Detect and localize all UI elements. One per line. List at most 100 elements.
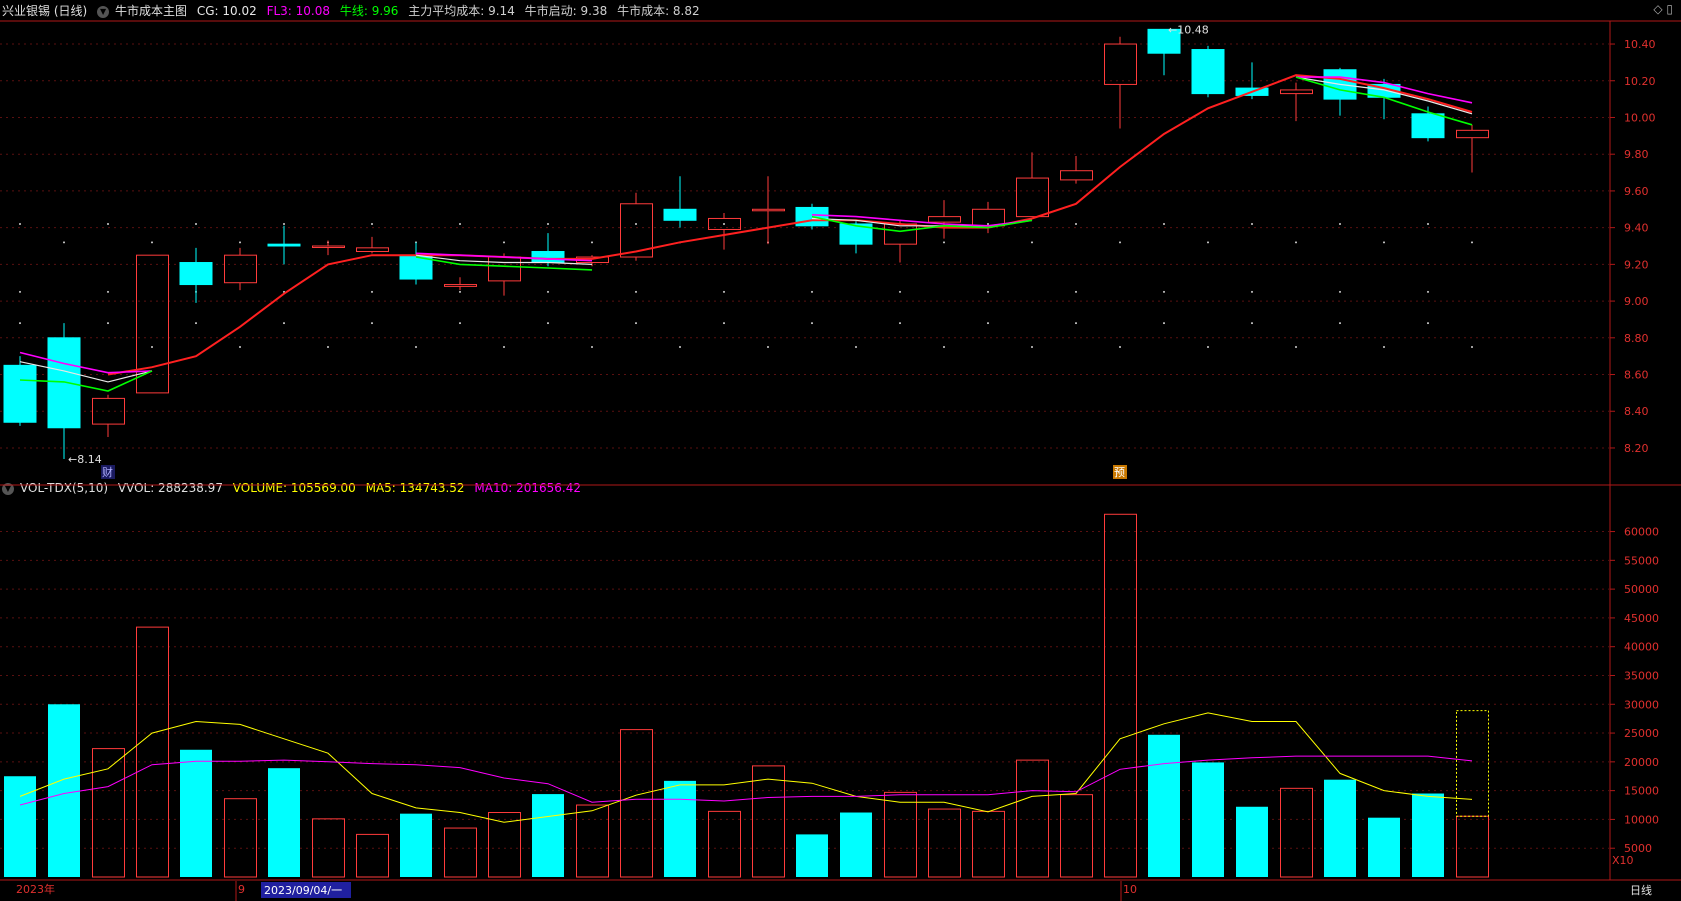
candle-body-up [312, 245, 345, 248]
price-tick-label: 9.60 [1624, 185, 1649, 198]
price-tick-label: 9.80 [1624, 148, 1649, 161]
level-dot [635, 222, 637, 225]
level-dot [547, 290, 549, 293]
level-dot [547, 222, 549, 225]
volume-bar-down [796, 834, 828, 877]
volume-ma5-line [19, 712, 1473, 823]
level-dot [811, 290, 813, 293]
volume-tick-label: 20000 [1624, 756, 1659, 769]
volume-bar-up [136, 626, 169, 878]
candle-body-up [708, 217, 741, 230]
zhuli-cost-value: 主力平均成本: 9.14 [408, 4, 515, 18]
volume-bar-up [576, 804, 609, 878]
candle-body-down [3, 364, 37, 423]
cg-line [19, 76, 1473, 383]
stock-title[interactable]: 兴业银锡 (日线) [2, 4, 88, 18]
price-tick-label: 8.60 [1624, 369, 1649, 382]
price-tick-label: 10.20 [1624, 75, 1656, 88]
volume-bar-down [1368, 817, 1400, 877]
volume-bar-down [1148, 734, 1180, 877]
level-dot [283, 222, 285, 225]
candle-body-up [620, 203, 653, 258]
candle-body-up [928, 216, 961, 223]
candle-body-up [356, 247, 389, 253]
volume-bar-up [1104, 513, 1137, 878]
price-tick-label: 9.20 [1624, 258, 1649, 271]
event-marker-box [101, 465, 115, 479]
price-tick-label: 8.40 [1624, 405, 1649, 418]
bull-start-value: 牛市启动: 9.38 [524, 4, 608, 18]
level-dot [63, 241, 65, 244]
level-dot [1207, 241, 1209, 244]
bull-cost-line [107, 74, 1473, 376]
candle-body-up [136, 254, 169, 394]
level-dot [1383, 241, 1385, 244]
level-dot [1427, 222, 1429, 225]
volume-bar-up [1016, 759, 1049, 878]
candle-body-down [267, 243, 301, 247]
volume-bar-down [1412, 793, 1444, 877]
price-chart-header: 兴业银锡 (日线) ▼ 牛市成本主图 CG: 10.02 FL3: 10.08 牛… [2, 1, 706, 21]
volume-projection-bar [1456, 710, 1489, 817]
candle-body-down [1147, 28, 1181, 54]
volume-bar-up [1456, 815, 1489, 878]
level-dot [151, 241, 153, 244]
volume-bar-up [752, 765, 785, 878]
candle-body-up [1456, 129, 1489, 139]
indicator-dropdown-icon[interactable]: ▼ [97, 5, 110, 18]
volume-bar-down [1324, 779, 1356, 877]
level-dot [1075, 290, 1077, 293]
cursor-date-label: 2023/09/04/一 [264, 884, 342, 897]
level-dot [239, 241, 241, 244]
volume-bar-up [356, 833, 389, 878]
volume-bar-down [1192, 762, 1224, 877]
level-dot [459, 322, 461, 325]
level-dot [1031, 241, 1033, 244]
level-dot [1471, 241, 1473, 244]
volume-bar-down [4, 776, 36, 877]
scale-label: X10 [1612, 854, 1634, 867]
volume-bar-down [180, 749, 212, 877]
candle-body-down [47, 337, 81, 429]
period-label: 日线 [1630, 883, 1652, 897]
volume-bar-up [224, 798, 257, 878]
level-dot [1295, 345, 1297, 348]
volume-tick-label: 40000 [1624, 641, 1659, 654]
level-dot [107, 290, 109, 293]
level-dot [1427, 290, 1429, 293]
niuxian-line [19, 76, 1473, 392]
volume-bar-up [312, 818, 345, 878]
level-dot [415, 345, 417, 348]
indicator-name[interactable]: 牛市成本主图 [115, 4, 188, 18]
cg-value: CG: 10.02 [196, 4, 257, 18]
level-dot [19, 222, 21, 225]
price-tick-label: 9.40 [1624, 222, 1649, 235]
candle-body-up [224, 254, 257, 284]
level-dot [1251, 290, 1253, 293]
volume-tick-label: 10000 [1624, 813, 1659, 826]
level-dot [459, 222, 461, 225]
level-dot [1163, 222, 1165, 225]
volume-tick-label: 15000 [1624, 785, 1659, 798]
price-tick-label: 8.20 [1624, 442, 1649, 455]
level-dot [591, 241, 593, 244]
window-control-icons[interactable]: ◇ ▯ [1653, 2, 1673, 16]
year-label: 2023年 [16, 882, 55, 896]
level-dot [899, 322, 901, 325]
volume-bar-up [1060, 794, 1093, 878]
level-dot [1471, 345, 1473, 348]
candle-body-up [1016, 177, 1049, 218]
level-dot [723, 290, 725, 293]
candle-body-down [1411, 113, 1445, 139]
volume-bar-up [1280, 787, 1313, 878]
candle-body-up [884, 223, 917, 245]
level-dot [987, 290, 989, 293]
niuxian-value: 牛线: 9.96 [339, 4, 399, 18]
volume-bar-up [928, 808, 961, 878]
volume-tick-label: 30000 [1624, 698, 1659, 711]
candle-body-up [752, 208, 785, 212]
candle-body-down [1191, 49, 1225, 95]
event-marker-box [1113, 465, 1127, 479]
level-dot [1427, 322, 1429, 325]
